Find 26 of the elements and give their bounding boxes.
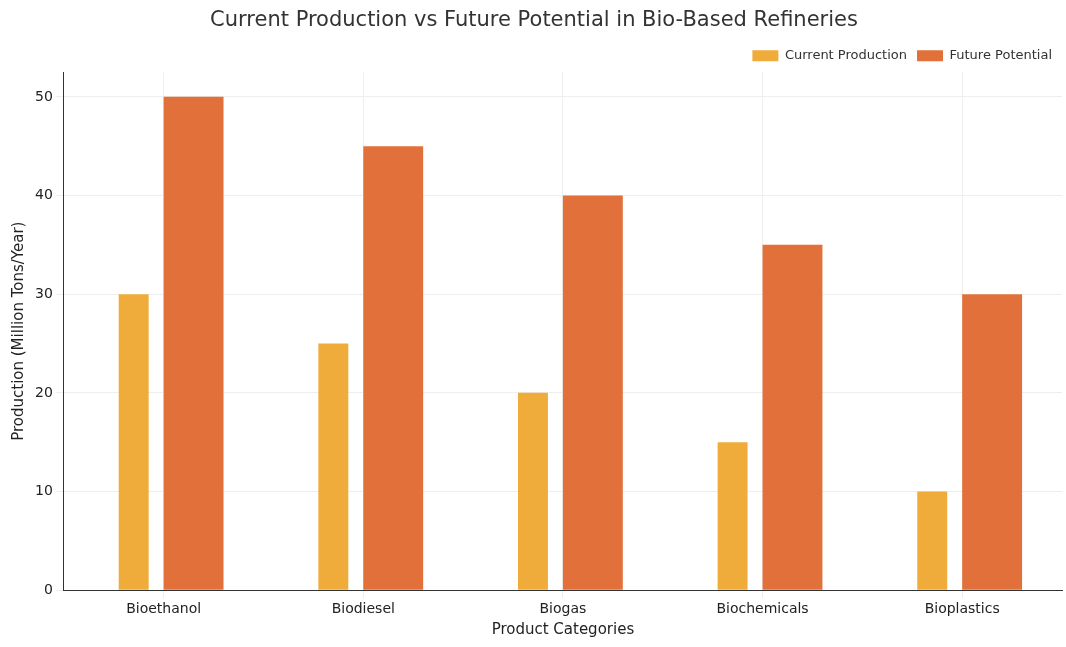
bar [562,195,623,590]
y-tick-label: 30 [34,284,53,301]
bar [118,294,149,590]
legend-label: Current Production [784,47,908,63]
x-tick-label: Bioethanol [126,600,202,617]
bar [917,491,948,590]
legend-label: Future Potential [949,47,1052,63]
bar [962,294,1023,590]
x-tick-label: Biodiesel [331,600,395,617]
bar [163,96,224,590]
y-tick-label: 0 [43,580,53,597]
bar [318,343,349,590]
bar [363,146,424,590]
bar [717,442,748,590]
y-tick-label: 40 [34,186,53,203]
x-tick-label: Bioplastics [924,600,1000,617]
y-axis-title: Production (Million Tons/Year) [8,221,27,441]
chart-title: Current Production vs Future Potential in Bio-Based Refineries [210,7,858,32]
bar [762,244,823,590]
x-tick-label: Biogas [539,600,587,617]
y-tick-label: 10 [34,482,53,499]
x-tick-label: Biochemicals [716,600,809,617]
y-tick-label: 20 [34,383,53,400]
y-tick-label: 50 [34,87,53,104]
bar [517,392,548,590]
x-axis-title: Product Categories [491,619,635,638]
